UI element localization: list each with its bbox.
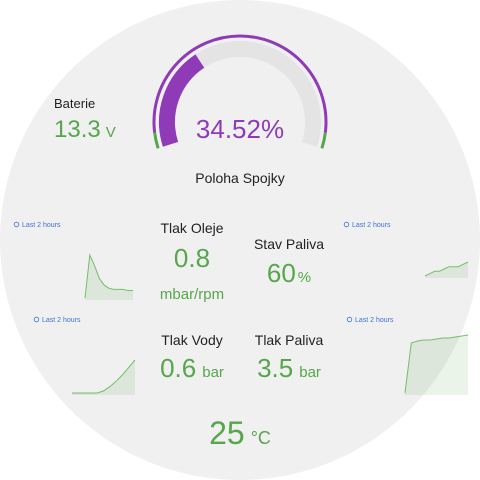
gauge-value: 34.52%: [196, 114, 284, 144]
gauge-threshold: [320, 132, 327, 149]
stat-value: 0.6 bar: [160, 353, 224, 383]
sparkline-area: [405, 335, 468, 395]
gauge-bar: [159, 54, 205, 147]
stat-label: Stav Paliva: [254, 236, 324, 252]
sparklines: Last 2 hours Last 2 hours Last 2 hours Last…: [13, 221, 469, 395]
stat-unit: %: [298, 269, 311, 286]
stat-unit: bar: [299, 364, 321, 381]
clock-icon: [346, 316, 353, 323]
stat-number: 0.6: [160, 353, 196, 383]
gauge-threshold: [153, 132, 160, 149]
stat-unit: bar: [202, 364, 224, 381]
stat-label: Tlak Oleje: [160, 220, 223, 236]
time-range: Last 2 hours: [355, 317, 394, 324]
clock-icon: [33, 316, 40, 323]
battery-unit: V: [106, 124, 116, 141]
clock-icon: [343, 221, 350, 228]
stat-label: Tlak Paliva: [255, 332, 324, 348]
sparkline: [84, 253, 133, 299]
sparkline: [72, 359, 136, 394]
battery-value: 13.3 V: [54, 116, 116, 143]
stat-label: Tlak Vody: [161, 332, 222, 348]
time-range: Last 2 hours: [352, 222, 391, 229]
battery-number: 13.3: [54, 116, 101, 143]
gauge-label: Poloha Spojky: [195, 170, 285, 186]
stat-value: 60%: [267, 258, 311, 288]
stat-value: 3.5 bar: [257, 353, 321, 383]
temperature: 25 °C: [209, 415, 271, 451]
temperature-unit: °C: [251, 428, 271, 448]
sparkline-area: [72, 360, 135, 395]
time-range: Last 2 hours: [42, 317, 81, 324]
stat-value: 0.8: [174, 243, 210, 273]
stat-number: 60: [267, 258, 296, 288]
clock-icon: [13, 221, 20, 228]
gauge: [152, 34, 328, 149]
sparkline-area: [85, 255, 133, 300]
stat-unit: mbar/rpm: [160, 286, 224, 303]
stat-number: 3.5: [257, 353, 293, 383]
gauge-threshold: [152, 34, 328, 133]
battery-label: Baterie: [54, 96, 95, 111]
time-range: Last 2 hours: [22, 222, 61, 229]
sparkline: [404, 334, 469, 394]
temperature-number: 25: [209, 415, 245, 451]
sparkline-area: [425, 262, 468, 278]
sparkline: [424, 261, 469, 277]
